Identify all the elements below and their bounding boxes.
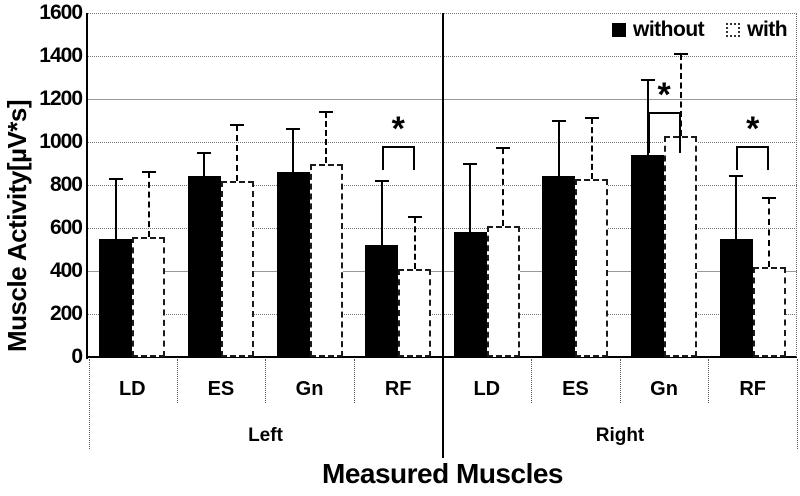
error-bar-line [114,178,117,239]
legend-label-without: without [633,18,705,41]
y-tick-label: 1600 [39,1,83,24]
y-tick-label: 800 [49,173,83,196]
x-axis-title: Measured Muscles [322,458,564,489]
error-bar-cap [230,123,245,126]
y-tick-label: 1000 [39,130,83,153]
group-label-right: Right [595,425,645,446]
bar-with [575,178,609,357]
error-bar-cap [640,78,655,81]
category-label-left-LD: LD [118,378,146,400]
error-bar-cap [286,128,301,131]
bar-without [542,176,576,357]
bar-without [453,232,487,357]
error-bar-line [735,176,738,239]
legend-swatch-without-icon [612,23,626,37]
group-edge-tick [796,359,798,449]
category-label-right-Gn: Gn [650,378,678,400]
bar-without [187,176,221,357]
y-tick-label: 0 [71,345,83,368]
category-tick [708,359,710,403]
significance-bracket [736,146,770,170]
bar-without [719,238,753,357]
error-bar-cap [496,147,511,150]
error-bar-cap [407,216,422,219]
bar-without [276,172,310,357]
group-edge-tick [89,359,90,449]
error-bar-line [236,124,239,181]
error-bar-line [413,217,416,269]
legend-item-without: without [612,18,705,42]
bar-with [309,163,343,357]
error-bar-line [768,197,771,267]
error-bar-line [557,120,560,177]
y-tick-label: 1400 [39,44,83,67]
category-label-right-LD: LD [473,378,501,400]
significance-star: * [391,110,405,149]
error-bar-line [147,172,150,237]
category-label-right-RF: RF [739,378,767,400]
error-bar-cap [673,52,688,55]
group-label-left: Left [248,425,283,446]
error-bar-line [679,53,682,136]
legend: without with [612,18,788,42]
bar-with [752,266,786,357]
bar-with [398,268,432,357]
y-tick-label: 200 [49,302,83,325]
error-bar-line [292,129,295,173]
legend-item-with: with [726,18,788,42]
legend-swatch-with-icon [726,23,741,37]
group-divider [441,13,444,458]
significance-bracket [381,146,415,170]
y-tick-label: 600 [49,216,83,239]
error-bar-line [590,118,593,179]
bar-without [365,245,399,357]
bar-with [486,225,520,357]
error-bar-cap [197,151,212,154]
significance-star: * [746,110,760,149]
category-tick [265,359,267,403]
error-bar-cap [584,117,599,120]
error-bar-line [380,180,383,246]
error-bar-cap [762,196,777,199]
significance-bracket [647,111,681,153]
bar-with [664,135,698,357]
bar-with [220,180,254,357]
y-tick-label: 1200 [39,87,83,110]
error-bar-cap [108,177,123,180]
error-bar-cap [319,110,334,113]
error-bar-line [325,111,328,164]
category-tick [619,359,621,403]
legend-label-with: with [747,18,788,41]
category-tick [531,359,533,403]
error-bar-cap [463,162,478,165]
category-label-left-Gn: Gn [295,378,324,400]
y-axis-line [86,13,88,359]
error-bar-line [502,148,505,226]
plot-area: * * * [88,12,798,458]
error-bar-cap [729,175,744,178]
y-tick-label: 400 [49,259,83,282]
significance-star: * [657,75,671,114]
category-label-left-RF: RF [384,378,412,400]
category-label-right-ES: ES [562,378,589,400]
bar-without [631,154,665,357]
error-bar-line [203,152,206,177]
error-bar-cap [141,171,156,174]
bar-with [132,236,166,357]
category-label-left-ES: ES [207,378,235,400]
category-tick [176,359,178,403]
error-bar-cap [551,119,566,122]
category-tick [353,359,355,403]
error-bar-line [469,163,472,233]
bar-without [99,238,133,357]
error-bar-cap [374,179,389,182]
